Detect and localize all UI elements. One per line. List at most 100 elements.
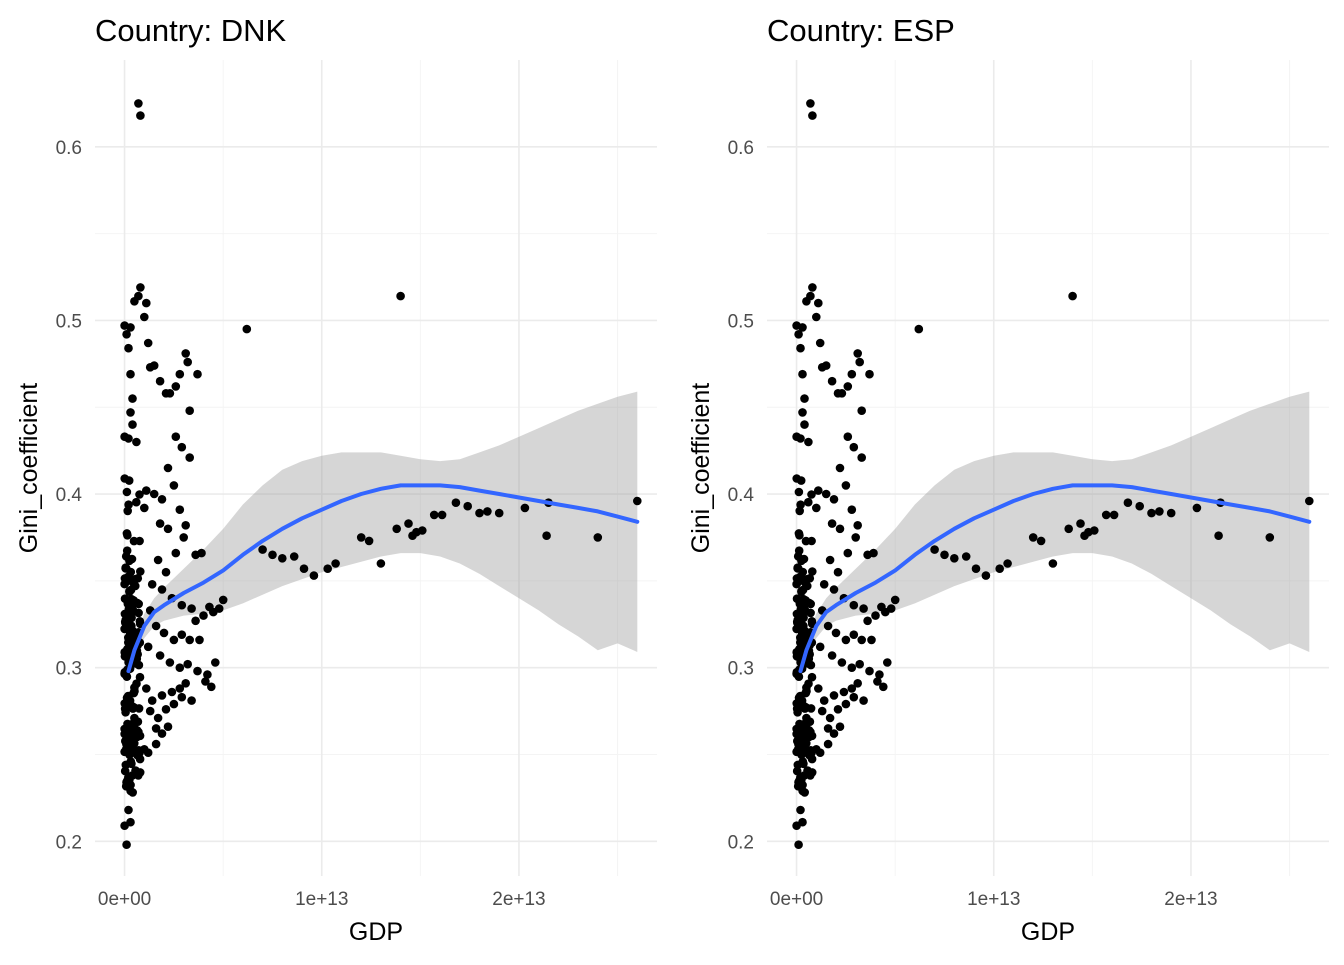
data-point [122,487,132,497]
data-point [175,505,185,514]
data-point [130,686,139,696]
x-axis-label: GDP [1021,918,1075,946]
data-point [804,679,813,688]
data-point [819,580,829,589]
data-point [799,576,808,586]
data-point [865,369,874,379]
data-point [821,489,831,499]
data-point [863,616,872,626]
data-point [800,394,809,403]
data-point [165,389,175,398]
data-point [135,617,145,626]
data-point [798,323,807,332]
data-point [331,559,340,568]
smooth-line-layer [798,483,1312,674]
data-point [309,571,319,580]
data-point [804,497,813,507]
data-point [177,600,187,610]
data-point [165,658,175,667]
data-point [404,519,413,528]
data-point [829,729,839,738]
data-point [802,297,811,306]
data-point [376,559,386,568]
data-point [799,613,808,623]
data-point [841,699,851,709]
confidence-band [800,391,1310,682]
data-point [127,613,136,623]
data-point [542,531,551,540]
data-point [149,361,159,370]
data-point [807,617,817,626]
data-point [177,692,187,702]
data-point [843,432,853,442]
data-point [839,687,849,697]
data-point [835,524,845,534]
data-point [853,679,862,688]
data-point [843,548,853,558]
data-point [796,343,805,353]
data-point [124,434,133,443]
data-point [155,376,165,386]
data-point [812,503,821,513]
data-point [849,442,859,452]
data-point [798,585,808,595]
data-point [1068,291,1077,301]
data-point [883,658,892,667]
data-point [827,651,837,660]
data-point [829,585,839,594]
data-point [879,682,888,692]
data-point [159,628,169,638]
data-point [835,463,845,473]
data-point [193,666,202,676]
data-point [181,349,190,358]
data-point [1076,519,1085,528]
data-point [995,564,1004,573]
data-point [802,686,811,696]
data-point [847,369,857,379]
data-point [819,696,829,705]
data-point [837,658,847,667]
data-point [126,369,135,379]
data-point [804,437,813,447]
data-point [429,510,439,520]
data-point [847,663,857,672]
data-point [804,598,814,608]
data-point [218,595,228,605]
data-point [128,420,137,429]
data-point [147,696,157,705]
x-tick-label: 2e+13 [1164,889,1217,910]
data-point [795,644,804,654]
data-point [126,408,135,417]
data-point [163,463,173,473]
data-point [847,684,857,693]
data-point [185,406,194,416]
data-point [126,786,135,796]
data-point [869,548,878,558]
loess-smooth-line [126,483,640,674]
data-point [123,719,132,729]
data-point [132,437,141,447]
data-point [163,722,173,731]
confidence-band-layer [800,391,1310,682]
data-point [258,545,267,554]
data-point [795,719,804,729]
data-point [207,682,216,692]
data-point [1123,498,1133,508]
smooth-line-layer [126,483,640,674]
y-axis-label: Gini_coefficient [687,383,715,554]
data-point [183,659,192,669]
data-point [798,408,807,417]
data-point [801,720,811,730]
data-point [124,476,134,485]
data-point [807,672,817,682]
panel-title: Country: ESP [767,13,955,48]
data-point [823,724,833,733]
data-point [203,670,212,679]
data-point [364,536,374,546]
data-point [593,533,603,542]
data-point [135,490,144,499]
data-point [191,616,200,626]
y-tick-label: 0.3 [56,659,82,680]
data-point [122,840,131,849]
data-point [857,453,866,462]
